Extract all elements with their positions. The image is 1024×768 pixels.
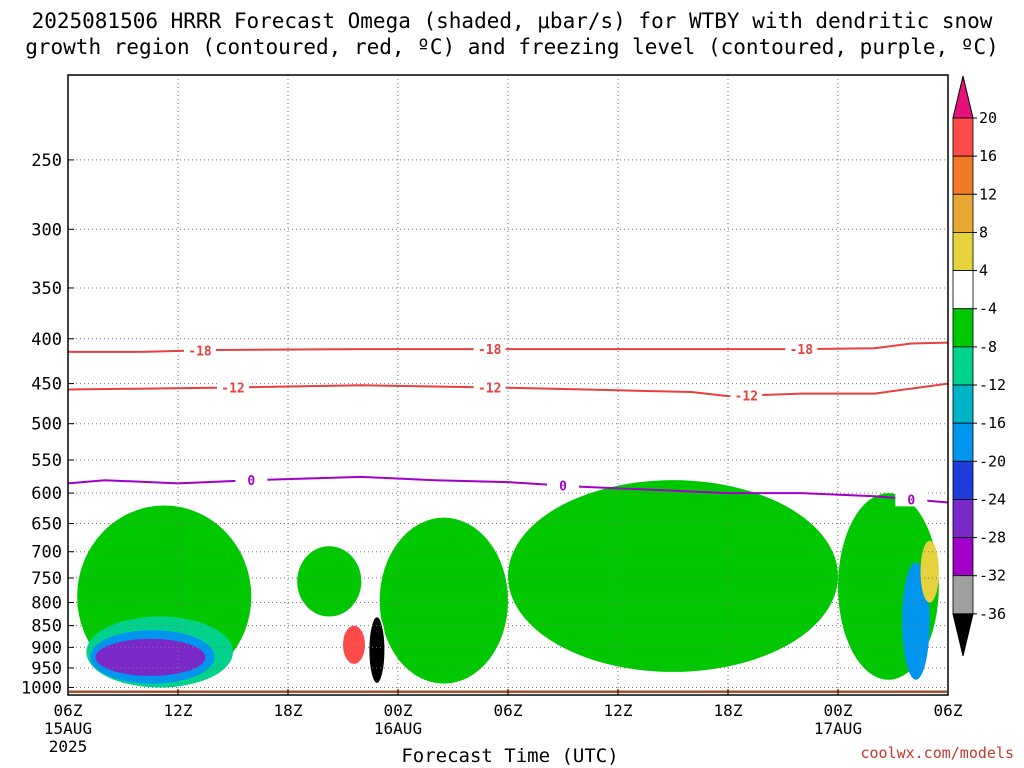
colorbar-swatch — [952, 308, 974, 348]
omega-shade-7 — [343, 625, 365, 664]
x-tick-label: 06Z — [934, 701, 963, 720]
contour-label-bg — [473, 342, 506, 357]
omega-shade-11 — [920, 540, 939, 603]
colorbar-swatch — [952, 117, 974, 157]
colorbar-swatch — [952, 460, 974, 500]
colorbar-swatch — [952, 422, 974, 462]
contour-label-bg — [895, 492, 928, 507]
x-tick-label: 18Z — [274, 701, 303, 720]
contour-label-bg — [235, 473, 268, 488]
colorbar-label: 4 — [979, 262, 988, 280]
colorbar-swatch — [952, 537, 974, 577]
colorbar-top-arrow — [952, 75, 974, 119]
title-line-2: growth region (contoured, red, ºC) and f… — [25, 35, 999, 59]
colorbar-swatch — [952, 575, 974, 615]
omega-shade-6 — [367, 615, 386, 685]
contour-label: 0 — [247, 474, 255, 489]
contour-label: -12 — [478, 381, 501, 396]
omega-shade-3 — [95, 638, 206, 676]
y-tick-label: 500 — [31, 415, 62, 435]
colorbar-label: -36 — [979, 605, 1006, 623]
x-tick-date: 17AUG — [814, 719, 862, 738]
contour-label: 0 — [559, 480, 567, 495]
colorbar-swatch — [952, 384, 974, 424]
contour-label: -12 — [221, 381, 244, 396]
x-tick-date: 15AUG — [44, 719, 92, 738]
colorbar-label: 12 — [979, 185, 997, 203]
y-tick-label: 750 — [31, 569, 62, 589]
omega-shade-5 — [379, 517, 508, 684]
x-axis-label: Forecast Time (UTC) — [401, 745, 619, 767]
colorbar-swatch — [952, 155, 974, 195]
y-tick-label: 800 — [31, 594, 62, 614]
y-tick-label: 850 — [31, 617, 62, 637]
contour-label: 0 — [907, 493, 915, 508]
omega-shade-8 — [508, 480, 838, 672]
colorbar-swatch — [952, 499, 974, 538]
chart-title: 2025081506 HRRR Forecast Omega (shaded, … — [0, 8, 1024, 60]
y-tick-label: 700 — [31, 543, 62, 563]
x-tick-label: 06Z — [54, 701, 83, 720]
colorbar-label: -16 — [979, 414, 1006, 432]
credit-text: coolwx.com/models — [860, 744, 1014, 762]
y-tick-label: 400 — [31, 330, 62, 350]
x-tick-label: 00Z — [824, 701, 853, 720]
x-tick-label: 06Z — [494, 701, 523, 720]
colorbar-label: -24 — [979, 490, 1006, 508]
colorbar-swatch — [952, 193, 974, 233]
title-line-1: 2025081506 HRRR Forecast Omega (shaded, … — [31, 9, 993, 33]
colorbar-label: -20 — [979, 452, 1006, 470]
y-tick-label: 350 — [31, 279, 62, 299]
y-tick-label: 250 — [31, 151, 62, 171]
y-tick-label: 900 — [31, 638, 62, 658]
y-tick-label: 300 — [31, 220, 62, 240]
x-tick-label: 12Z — [164, 701, 193, 720]
colorbar-label: -4 — [979, 300, 997, 318]
contour-label: -18 — [188, 344, 212, 359]
colorbar-label: -32 — [979, 567, 1006, 585]
contour-label-bg — [217, 380, 249, 395]
y-tick-label: 950 — [31, 659, 62, 679]
colorbar-label: 8 — [979, 223, 988, 241]
contour-label-bg — [785, 342, 818, 357]
contour-label: -18 — [790, 343, 814, 358]
x-tick-label: 12Z — [604, 701, 633, 720]
colorbar-swatch — [952, 270, 974, 310]
colorbar-swatch — [952, 346, 974, 386]
contour-label: -12 — [735, 389, 758, 404]
y-tick-label: 450 — [31, 375, 62, 395]
colorbar-label: -8 — [979, 338, 997, 356]
colorbar-swatch — [952, 232, 974, 271]
contour-label-bg — [547, 478, 579, 493]
x-tick-label: 18Z — [714, 701, 743, 720]
contour-0 — [67, 475, 949, 504]
colorbar-label: 16 — [979, 147, 997, 165]
omega-shade-4 — [297, 546, 362, 617]
contour-label: -18 — [478, 343, 502, 358]
colorbar-label: -12 — [979, 376, 1006, 394]
x-tick-label: 00Z — [384, 701, 413, 720]
y-tick-label: 550 — [31, 451, 62, 471]
colorbar-label: -28 — [979, 529, 1006, 547]
y-tick-label: 600 — [31, 484, 62, 504]
x-tick-year: 2025 — [49, 737, 88, 756]
contour-label-bg — [473, 380, 506, 395]
contour-label-bg — [184, 343, 216, 358]
contour-label-bg — [730, 388, 763, 403]
y-tick-label: 650 — [31, 515, 62, 535]
colorbar-label: 20 — [979, 109, 997, 127]
y-tick-label: 1000 — [21, 678, 62, 698]
x-tick-date: 16AUG — [374, 719, 422, 738]
colorbar-bottom-arrow — [952, 613, 974, 656]
contour--12 — [67, 382, 949, 398]
